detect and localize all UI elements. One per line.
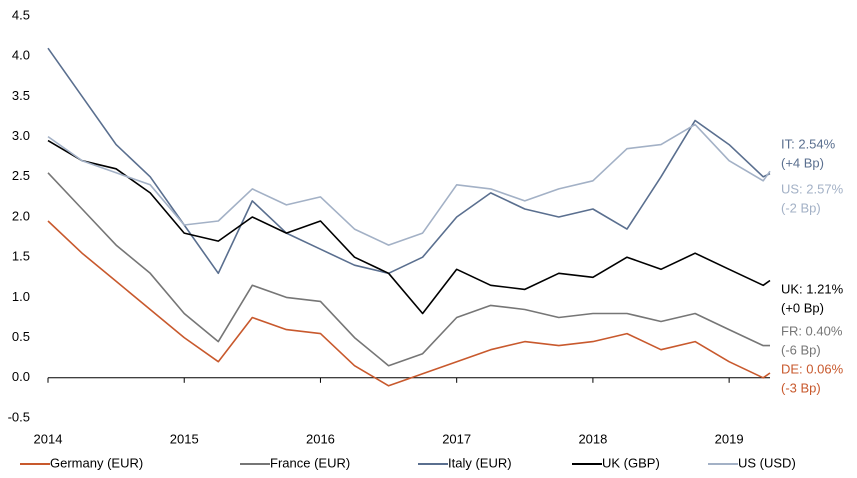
annotation: UK: 1.21%: [781, 281, 844, 296]
annotation: DE: 0.06%: [781, 361, 844, 376]
annotation: IT: 2.54%: [781, 136, 836, 151]
series-line: [47, 172, 770, 367]
series-line: [47, 220, 771, 387]
series-line: [47, 47, 771, 275]
x-tick-label: 2016: [306, 431, 335, 446]
y-tick-label: 2.0: [12, 208, 30, 223]
y-tick-label: 0.0: [12, 369, 30, 384]
x-tick-label: 2018: [578, 431, 607, 446]
annotation: (+4 Bp): [781, 155, 824, 170]
x-tick-label: 2015: [170, 431, 199, 446]
annotation: (-3 Bp): [781, 380, 821, 395]
y-tick-label: 0.5: [12, 329, 30, 344]
legend-label: Germany (EUR): [50, 455, 143, 470]
y-tick-label: 1.0: [12, 289, 30, 304]
y-tick-label: 4.0: [12, 48, 30, 63]
x-tick-label: 2014: [34, 431, 63, 446]
y-tick-label: 3.0: [12, 128, 30, 143]
legend-label: Italy (EUR): [448, 455, 512, 470]
y-tick-label: 4.5: [12, 7, 30, 22]
annotation: (-2 Bp): [781, 200, 821, 215]
annotation: (-6 Bp): [781, 342, 821, 357]
annotation: (+0 Bp): [781, 300, 824, 315]
series-line: [47, 139, 771, 315]
series-line: [47, 123, 771, 246]
x-tick-label: 2017: [442, 431, 471, 446]
legend-label: US (USD): [738, 455, 796, 470]
annotation: US: 2.57%: [781, 181, 844, 196]
y-tick-label: -0.5: [8, 409, 30, 424]
legend-label: France (EUR): [270, 455, 350, 470]
y-tick-label: 1.5: [12, 249, 30, 264]
y-tick-label: 3.5: [12, 88, 30, 103]
x-tick-label: 2019: [715, 431, 744, 446]
annotation: FR: 0.40%: [781, 323, 843, 338]
legend-label: UK (GBP): [602, 455, 660, 470]
y-tick-label: 2.5: [12, 168, 30, 183]
